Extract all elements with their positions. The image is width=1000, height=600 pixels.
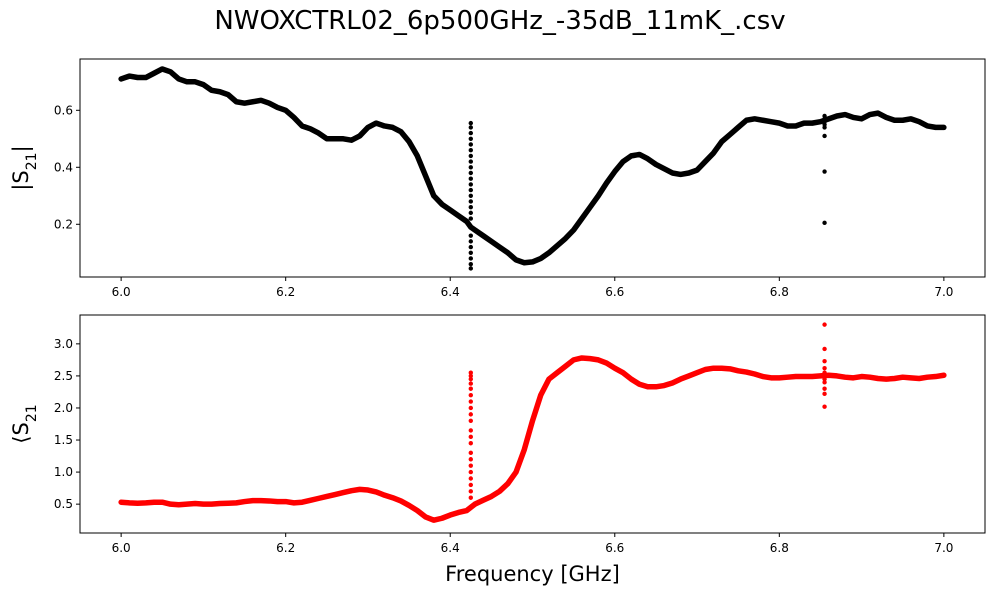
- data-trace: [118, 355, 947, 523]
- outlier-point: [468, 428, 473, 433]
- outlier-point: [468, 250, 473, 255]
- outlier-point: [468, 392, 473, 398]
- y-tick-label: 2.0: [54, 401, 73, 415]
- outlier-point: [468, 386, 473, 391]
- outlier-point: [468, 204, 473, 210]
- outlier-point: [468, 153, 473, 159]
- outlier-point: [468, 244, 473, 250]
- outlier-point: [468, 170, 473, 176]
- outlier-point: [468, 142, 473, 147]
- outlier-point: [468, 216, 473, 221]
- y-tick-label: 0.6: [54, 103, 73, 117]
- outlier-point: [468, 130, 473, 136]
- outlier-point: [468, 482, 473, 488]
- outlier-point: [822, 380, 827, 385]
- outlier-point: [468, 261, 473, 267]
- outlier-point: [468, 441, 473, 446]
- outlier-point: [468, 373, 473, 379]
- subplot-1: 6.0 6.2 6.4 6.6 6.8 7.0 0.2 0.4 0.6 |S21|: [9, 58, 986, 299]
- outlier-point: [822, 169, 827, 174]
- outlier-point: [468, 405, 473, 411]
- outlier-point: [468, 399, 473, 404]
- x-tick-label: 6.0: [112, 541, 131, 555]
- outlier-point: [822, 386, 827, 391]
- y-axis-label: ⟨S21: [9, 404, 40, 443]
- x-tick-label: 6.4: [441, 285, 460, 299]
- x-tick-label: 6.8: [770, 541, 789, 555]
- outlier-point: [468, 457, 473, 462]
- outlier-point: [468, 165, 473, 170]
- x-tick-label: 6.6: [605, 285, 624, 299]
- outlier-point: [468, 266, 473, 271]
- outlier-point: [468, 450, 473, 456]
- outlier-point: [468, 469, 473, 475]
- outlier-point: [468, 434, 473, 440]
- x-tick-label: 6.0: [112, 285, 131, 299]
- outlier-point: [468, 370, 473, 375]
- outlier-point: [468, 256, 473, 261]
- x-axis-label: Frequency [GHz]: [445, 562, 620, 586]
- outlier-point: [468, 193, 473, 198]
- outlier-point: [822, 133, 827, 139]
- outlier-point: [822, 376, 827, 382]
- outlier-point: [468, 239, 473, 244]
- y-tick-label: 0.2: [54, 217, 73, 231]
- outlier-point: [468, 418, 473, 423]
- outlier-point: [468, 210, 473, 216]
- y-tick-label: 0.4: [54, 160, 73, 174]
- outlier-point: [468, 159, 473, 164]
- y-axis-label: |S21|: [9, 145, 40, 190]
- x-tick-label: 7.0: [934, 285, 953, 299]
- outlier-point: [468, 199, 473, 204]
- figure-title: NWOXCTRL02_6p500GHz_-35dB_11mK_.csv: [214, 6, 786, 36]
- y-tick-label: 2.5: [54, 369, 73, 383]
- outlier-point: [468, 233, 473, 238]
- outlier-point: [468, 489, 473, 494]
- y-tick-label: 1.0: [54, 465, 73, 479]
- y-tick-label: 0.5: [54, 497, 73, 511]
- outlier-point: [822, 391, 827, 397]
- axes-frame: [79, 314, 986, 534]
- outlier-point: [822, 220, 827, 226]
- outlier-point: [468, 176, 473, 181]
- outlier-point: [468, 125, 473, 130]
- axes-frame: [79, 58, 986, 278]
- outlier-point: [822, 370, 827, 375]
- y-tick-label: 1.5: [54, 433, 73, 447]
- outlier-point: [822, 322, 827, 327]
- outlier-point: [822, 346, 827, 352]
- x-tick-label: 6.2: [276, 285, 295, 299]
- outlier-point: [822, 125, 827, 130]
- outlier-point: [468, 187, 473, 193]
- y-tick-label: 3.0: [54, 337, 73, 351]
- outlier-point: [468, 495, 473, 500]
- x-tick-label: 6.2: [276, 541, 295, 555]
- outlier-point: [468, 463, 473, 468]
- outlier-point: [468, 376, 473, 382]
- outlier-point: [468, 147, 473, 153]
- outlier-point: [468, 120, 473, 126]
- outlier-point: [468, 412, 473, 417]
- outlier-point: [822, 366, 827, 371]
- subplot-2: 6.0 6.2 6.4 6.6 6.8 7.0 0.5 1.0 1.5 2.0 2.5 3.0 ⟨S21…: [9, 314, 986, 586]
- outlier-point: [468, 136, 473, 141]
- x-tick-label: 6.8: [770, 285, 789, 299]
- x-tick-label: 6.4: [441, 541, 460, 555]
- outlier-point: [822, 404, 827, 409]
- outlier-point: [822, 358, 827, 364]
- x-tick-label: 6.6: [605, 541, 624, 555]
- outlier-point: [468, 476, 473, 481]
- x-tick-label: 7.0: [934, 541, 953, 555]
- data-trace: [118, 66, 947, 266]
- outlier-point: [468, 182, 473, 187]
- outlier-point: [468, 381, 473, 386]
